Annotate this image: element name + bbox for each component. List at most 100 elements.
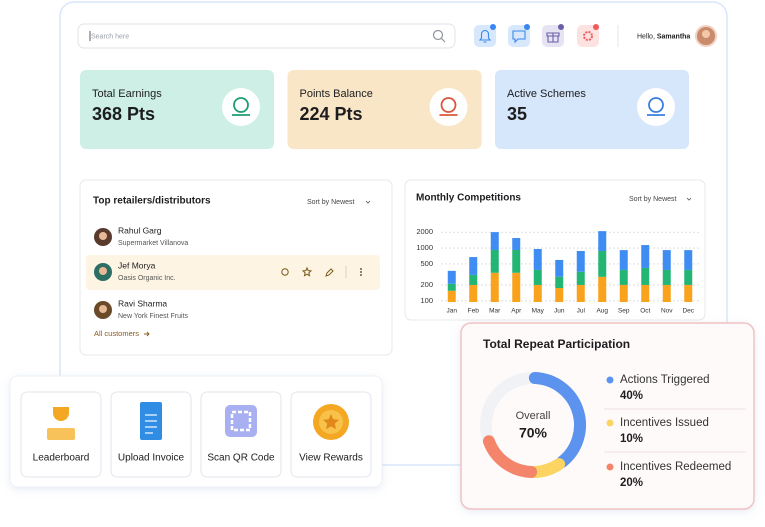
- legend-label: Incentives Redeemed: [620, 461, 731, 473]
- star-icon[interactable]: [301, 266, 313, 277]
- bar-segment: [641, 245, 650, 268]
- x-tick-label: Oct: [640, 308, 650, 315]
- bar-segment: [684, 269, 693, 285]
- stat-icon: [233, 97, 249, 113]
- x-tick-label: Mar: [489, 308, 501, 315]
- retailer-name[interactable]: Jef Morya: [118, 260, 156, 270]
- actions: Leaderboard Upload Invoice Scan QR Code Vie…: [20, 391, 372, 478]
- chat-icon: [512, 30, 526, 44]
- legend-value: 10%: [620, 433, 643, 445]
- stat-label: Active Schemes: [507, 88, 586, 100]
- action-label: Scan QR Code: [207, 453, 275, 464]
- x-tick-label: Nov: [661, 308, 673, 315]
- chart-title: Monthly Competitions: [416, 193, 521, 204]
- badge: [524, 24, 530, 30]
- bar-segment: [447, 270, 456, 284]
- bar-segment: [598, 250, 607, 277]
- bar-segment: [447, 283, 456, 291]
- bar-segment: [662, 284, 671, 302]
- invoice-lines: [145, 414, 157, 434]
- bar-segment: [662, 250, 671, 270]
- stat-icon: [648, 97, 664, 113]
- chevron: [686, 197, 692, 201]
- participation-panel: [460, 322, 755, 510]
- bar-segment: [512, 249, 521, 273]
- retailer-subtitle: New York Finest Fruits: [118, 313, 189, 320]
- bar-segment: [598, 276, 607, 302]
- retailer-face: [99, 267, 107, 275]
- chevron: [365, 200, 371, 204]
- bar-segment: [576, 271, 585, 285]
- x-tick-label: Jan: [447, 308, 458, 315]
- gear-icon: [583, 31, 593, 41]
- x-tick-label: Sep: [618, 308, 630, 315]
- bell-icon: [478, 29, 492, 43]
- comment-icon[interactable]: [281, 268, 289, 276]
- bar-segment: [447, 290, 456, 302]
- more-icon[interactable]: [360, 268, 362, 276]
- badge: [558, 24, 564, 30]
- donut-center-value: 70%: [519, 425, 548, 441]
- row-actions: [281, 266, 362, 278]
- bar-segment: [512, 238, 521, 250]
- avatar-face: [702, 30, 710, 38]
- search-icon[interactable]: [432, 29, 446, 43]
- stat-card: [495, 70, 689, 149]
- x-tick-label: Jun: [554, 308, 565, 315]
- all-customers-link[interactable]: All customers: [94, 329, 139, 338]
- qr-inner: [230, 410, 252, 432]
- bar-segment: [512, 272, 521, 302]
- stat-card: [80, 70, 274, 149]
- settings-button[interactable]: [577, 25, 599, 47]
- bar-segment: [490, 249, 499, 273]
- bar-segment: [619, 250, 628, 270]
- action-label: Upload Invoice: [118, 453, 185, 464]
- stat-value: 35: [507, 104, 527, 124]
- retailers-title: Top retailers/distributors: [93, 196, 211, 207]
- chart-sort[interactable]: Sort by Newest: [629, 196, 677, 203]
- reward-star: [323, 414, 339, 430]
- badge: [490, 24, 496, 30]
- edit-icon[interactable]: [325, 268, 334, 277]
- retailer-subtitle: Oasis Organic Inc.: [118, 275, 176, 282]
- bar-segment: [469, 274, 478, 285]
- row-highlight: [86, 255, 380, 290]
- bar-segment: [533, 284, 542, 302]
- notification-button[interactable]: [474, 25, 496, 47]
- gift-icon: [546, 32, 560, 43]
- retailer-name[interactable]: Ravi Sharma: [118, 298, 167, 308]
- arrow: [144, 331, 150, 337]
- search-placeholder: Search here: [91, 33, 129, 40]
- bar-segment: [641, 284, 650, 302]
- bar-segment: [576, 250, 585, 272]
- action-label: View Rewards: [299, 453, 363, 464]
- retailer-subtitle: Supermarket Villanova: [118, 240, 188, 247]
- bar-segment: [555, 276, 564, 289]
- retailers-sort[interactable]: Sort by Newest: [307, 199, 355, 206]
- legend-dot: [606, 376, 614, 384]
- retailer-list: Rahul Garg Supermarket Villanova Jef Morya…: [94, 225, 189, 320]
- bar-segment: [490, 232, 499, 250]
- donut-segment: [528, 372, 586, 468]
- stat-value: 368 Pts: [92, 104, 155, 124]
- y-tick-label: 100: [420, 296, 433, 305]
- donut-center-label: Overall: [516, 410, 551, 422]
- bar-segment: [598, 231, 607, 251]
- x-tick-label: Feb: [468, 308, 480, 315]
- bar-segment: [469, 284, 478, 302]
- greeting-word: Hello,: [637, 33, 655, 40]
- legend-value: 20%: [620, 477, 643, 489]
- search-box[interactable]: [77, 23, 456, 49]
- bar-segment: [469, 257, 478, 275]
- bar-segment: [662, 269, 671, 285]
- stat-icon-bg: [222, 88, 260, 126]
- legend-label: Incentives Issued: [620, 417, 709, 429]
- bar-segment: [533, 248, 542, 270]
- header-icons: [474, 24, 599, 47]
- x-tick-label: Jul: [577, 308, 586, 315]
- stat-card: [287, 70, 482, 149]
- x-tick-label: May: [532, 308, 545, 315]
- donut-segment: [482, 435, 538, 478]
- retailer-name[interactable]: Rahul Garg: [118, 225, 162, 235]
- stat-icon-bg: [429, 88, 468, 126]
